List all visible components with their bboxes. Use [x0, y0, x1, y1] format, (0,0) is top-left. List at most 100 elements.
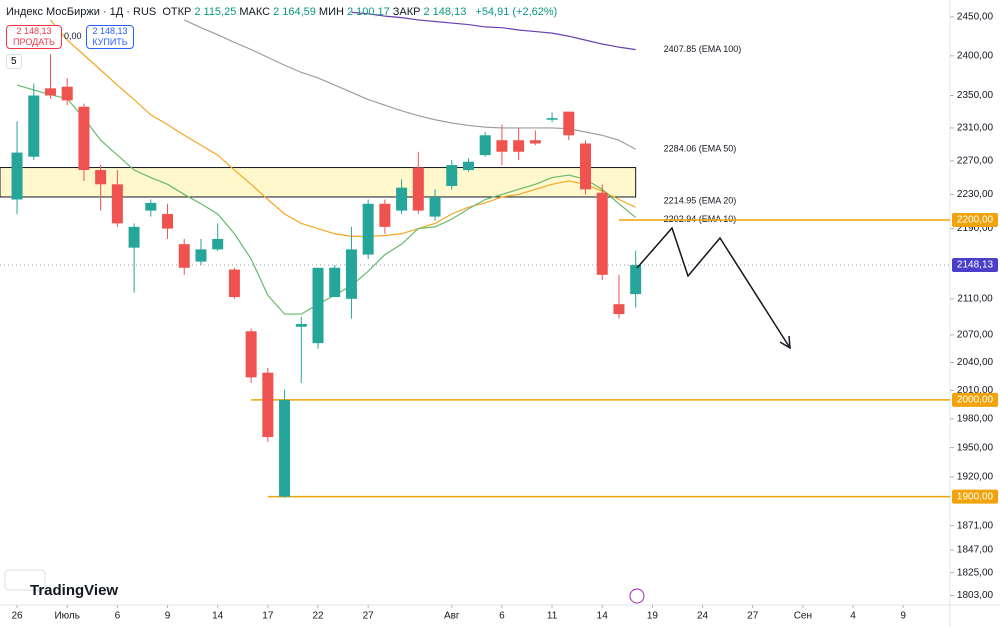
x-tick-label: 22 [312, 611, 324, 622]
ohlc-label: МИН [318, 6, 344, 18]
candle-body [128, 226, 140, 248]
candle-body [596, 192, 608, 275]
sell-price: 2 148,13 [16, 26, 52, 36]
ohlc-value: 2 100,17 [346, 6, 390, 18]
y-tick-label: 2070,00 [957, 330, 994, 341]
y-tick-label: 2350,00 [957, 90, 994, 101]
indicator-toggle[interactable]: 5 [6, 54, 22, 69]
ohlc-value: 2 148,13 [423, 6, 467, 18]
candle-body [162, 213, 174, 229]
title: Индекс МосБиржи · 1Д · RUS [6, 6, 157, 18]
price-box-label: 2200,00 [957, 215, 994, 226]
ohlc-label: ОТКР [162, 6, 192, 18]
buy-button[interactable]: 2 148,13 КУПИТЬ [86, 25, 134, 49]
y-tick-label: 2270,00 [957, 156, 994, 167]
candle-body [95, 170, 107, 185]
header: Индекс МосБиржи · 1Д · RUS ОТКР 2 115,25 М… [6, 6, 560, 18]
x-tick-label: 24 [697, 611, 709, 622]
candle-body [412, 167, 424, 211]
logo: TradingView [30, 582, 119, 599]
ema-label: 2202.94 (EMA 10) [664, 214, 737, 224]
candle-body [78, 106, 90, 171]
candle-body [580, 143, 592, 190]
y-tick-label: 1871,00 [957, 520, 994, 531]
ema-label: 2214.95 (EMA 20) [664, 196, 737, 206]
candle-body [379, 203, 391, 227]
candle-body [178, 244, 190, 268]
x-tick-label: 17 [262, 611, 274, 622]
candle-body [362, 203, 374, 255]
ema-line [183, 19, 636, 150]
y-tick-label: 2310,00 [957, 123, 994, 134]
y-tick-label: 2110,00 [957, 293, 993, 304]
ema-label: 2284.06 (EMA 50) [664, 144, 737, 154]
x-tick-label: 14 [597, 611, 609, 622]
candle-body [429, 196, 441, 217]
ohlc-label: ЗАКР [392, 6, 421, 18]
candle-body [462, 161, 474, 171]
buy-price: 2 148,13 [92, 26, 128, 36]
axes: 2450,00 2400,00 2350,00 2310,00 2270,00 2230,… [11, 12, 998, 622]
ema-label: 2407.85 (EMA 100) [664, 44, 742, 54]
candle-body [513, 140, 525, 152]
ema-line [50, 19, 636, 237]
candle-body [44, 88, 56, 96]
candle-body [529, 140, 541, 144]
spread: 0,00 [64, 31, 82, 41]
event-icon[interactable] [629, 588, 645, 604]
ohlc-value: 2 115,25 [194, 6, 237, 18]
buy-label: КУПИТЬ [92, 37, 128, 47]
y-tick-label: 1950,00 [957, 442, 994, 453]
forecast-arrow [636, 226, 791, 349]
plot: 2407.85 (EMA 100) 2284.06 (EMA 50) 2214.95… [0, 11, 950, 498]
candle-body [28, 95, 40, 157]
price-box-label: 2148,13 [957, 260, 994, 271]
candle-body [11, 152, 23, 200]
change: +54,91 (+2,62%) [475, 6, 558, 18]
draw-button[interactable] [4, 569, 46, 591]
candle-body [111, 184, 123, 224]
x-tick-label: 11 [547, 611, 558, 622]
y-tick-label: 1825,00 [957, 567, 994, 578]
price-box-label: 1900,00 [957, 491, 994, 502]
y-tick-label: 2040,00 [957, 357, 994, 368]
y-tick-label: 2230,00 [957, 189, 994, 200]
price-axis-bg [950, 0, 1000, 627]
candle-body [279, 399, 291, 497]
y-tick-label: 2400,00 [957, 50, 994, 61]
candle-body [546, 118, 558, 120]
y-tick-label: 2190,00 [957, 223, 994, 234]
x-tick-label: 19 [647, 611, 659, 622]
ema-line [351, 11, 636, 51]
price-box [952, 489, 998, 504]
x-tick-label: 6 [499, 611, 505, 622]
y-tick-label: 1980,00 [957, 413, 994, 424]
candle-body [312, 267, 324, 344]
sell-label: ПРОДАТЬ [13, 37, 55, 47]
sell-button[interactable]: 2 148,13 ПРОДАТЬ [6, 25, 62, 49]
x-tick-label: 26 [11, 611, 23, 622]
arrow-head [779, 335, 791, 350]
candle-body [630, 265, 642, 295]
candle-body [262, 372, 274, 438]
y-tick-label: 2450,00 [957, 12, 994, 23]
x-tick-label: 4 [850, 611, 856, 622]
ohlc: ОТКР 2 115,25 МАКС 2 164,59 МИН 2 100,17 ЗАКР 2… [162, 6, 469, 18]
candle-body [145, 202, 157, 211]
candle-body [396, 187, 408, 211]
candle-body [496, 140, 508, 152]
price-box-label: 2000,00 [957, 395, 994, 406]
candle-body [563, 111, 575, 136]
y-tick-label: 1847,00 [957, 545, 994, 556]
price-box [952, 258, 998, 273]
ema-line [16, 84, 637, 315]
y-tick-label: 1803,00 [957, 590, 994, 601]
candle-body [212, 238, 224, 250]
candle-body [295, 324, 307, 327]
x-tick-label: 6 [115, 611, 121, 622]
y-tick-label: 1920,00 [957, 472, 994, 483]
candle-body [195, 249, 207, 262]
ohlc-value: 2 164,59 [273, 6, 316, 18]
